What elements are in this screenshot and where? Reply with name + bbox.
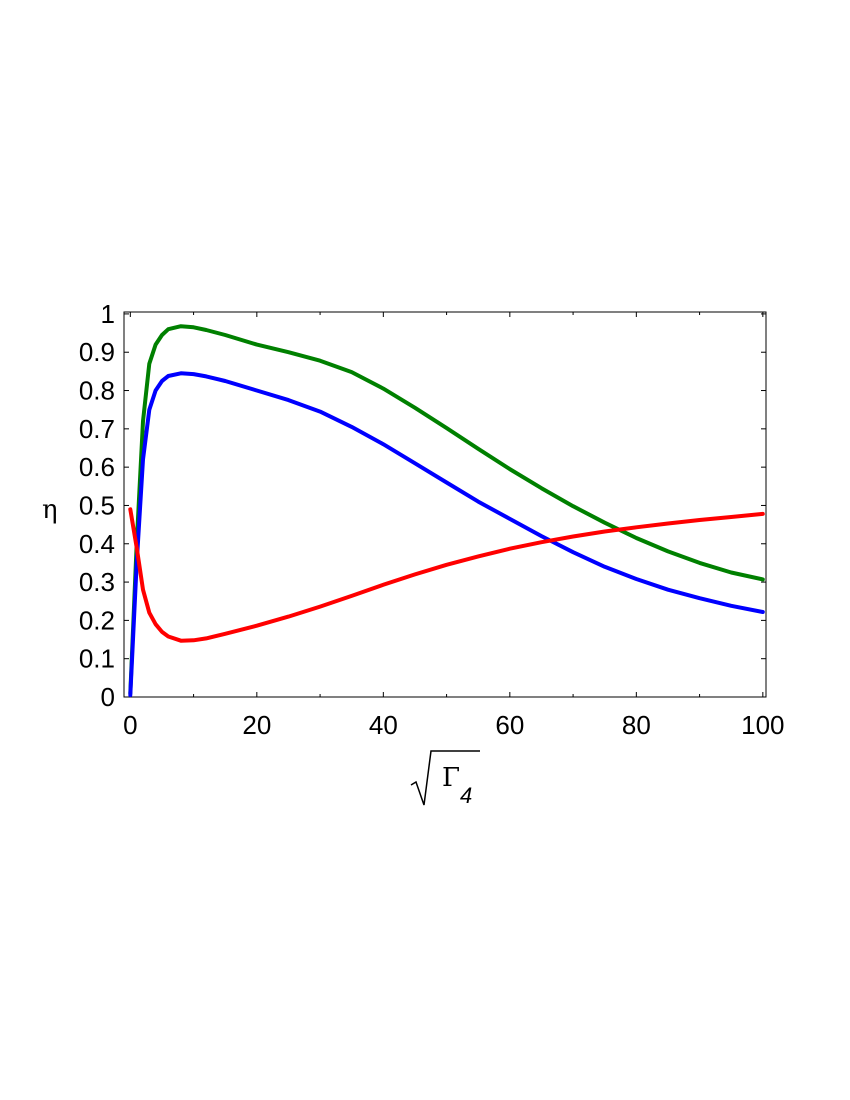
plot-area: [123, 311, 767, 698]
y-tick-label: 0.7: [79, 414, 115, 444]
y-tick-label: 0.9: [79, 337, 115, 367]
x-axis-label: Γ 4: [410, 750, 480, 808]
x-tick-label: 0: [123, 710, 137, 740]
y-tick-label: 0.3: [79, 567, 115, 597]
y-tick-label: 0.2: [79, 605, 115, 635]
y-axis-ticks: 0 0.1 0.2 0.3 0.4 0.5 0.6 0.7 0.8 0.9 1: [79, 299, 766, 712]
y-tick-label: 0.6: [79, 452, 115, 482]
y-tick-label: 0: [101, 682, 115, 712]
x-tick-label: 40: [369, 710, 398, 740]
x-tick-label: 80: [622, 710, 651, 740]
y-tick-label: 1: [101, 299, 115, 329]
y-tick-label: 0.4: [79, 529, 115, 559]
y-axis-label: η: [42, 495, 58, 525]
sqrt-radical-sign: [410, 750, 480, 806]
x-axis-label-symbol: Γ: [442, 763, 460, 793]
y-tick-label: 0.1: [79, 644, 115, 674]
x-tick-label: 60: [495, 710, 524, 740]
x-tick-label: 20: [242, 710, 271, 740]
y-tick-label: 0.8: [79, 376, 115, 406]
series-layer: [128, 324, 765, 698]
x-axis-label-subscript: 4: [460, 783, 472, 808]
x-axis-ticks: 0 20 40 60 80 100: [123, 312, 785, 740]
x-tick-label: 100: [741, 710, 784, 740]
y-tick-label: 0.5: [79, 490, 115, 520]
series-line-1: [128, 371, 765, 698]
series-line-2: [128, 507, 765, 643]
